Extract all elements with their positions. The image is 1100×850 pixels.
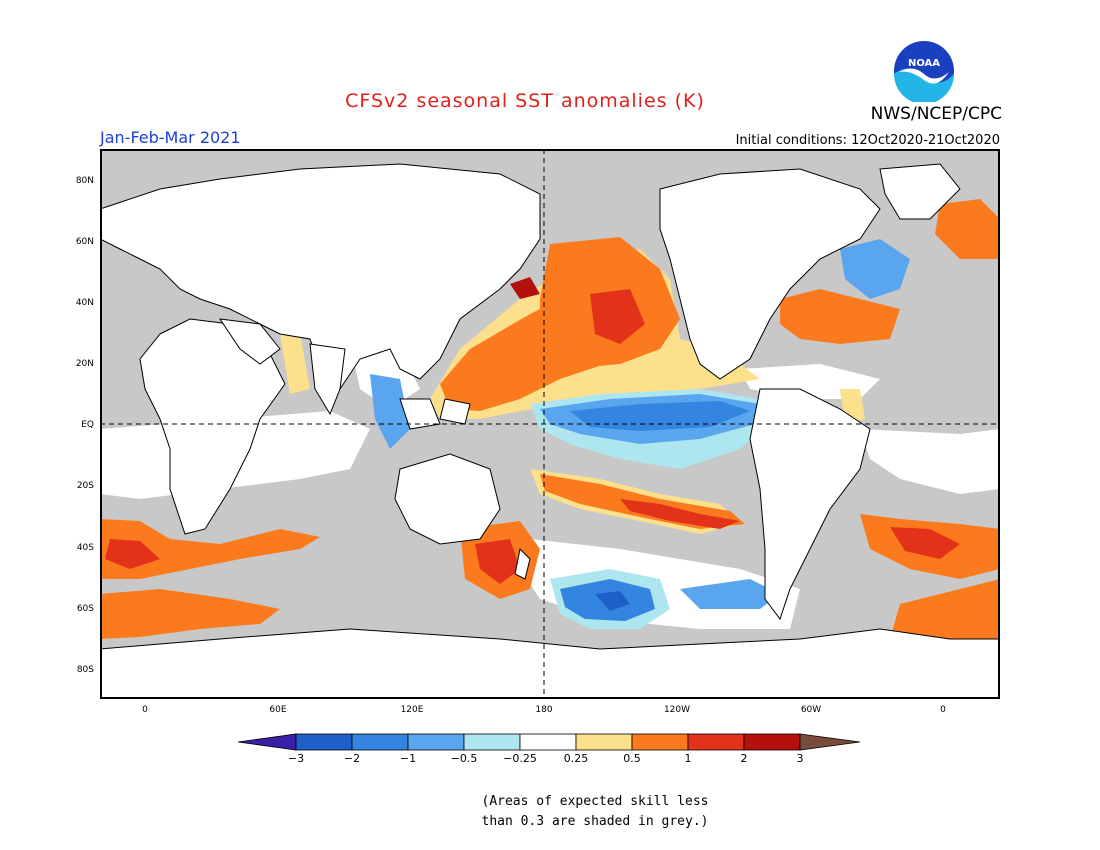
- colorbar-tick: −3: [287, 752, 305, 765]
- lon-label: 120W: [663, 705, 691, 715]
- cold-anomaly-regions: [160, 184, 910, 629]
- colorbar-tick: 2: [740, 752, 748, 765]
- sst-anomaly-map: [100, 149, 1000, 699]
- colorbar-tick: −0.25: [503, 752, 537, 765]
- colorbar: [238, 733, 861, 751]
- lat-label: 20S: [76, 481, 94, 491]
- skill-note-line: than 0.3 are shaded in grey.): [481, 814, 709, 829]
- forecast-period: Jan-Feb-Mar 2021: [100, 128, 241, 147]
- agency-label: NWS/NCEP/CPC: [870, 104, 1002, 124]
- lat-label: 80S: [76, 665, 94, 675]
- colorbar-arrow-high: [799, 733, 861, 751]
- lat-label: 20N: [75, 359, 94, 369]
- colorbar-tick: −2: [343, 752, 361, 765]
- colorbar-tick: 0.25: [563, 752, 589, 765]
- map-border: [100, 149, 1000, 699]
- lon-label: 0: [142, 705, 148, 715]
- colorbar-tick: 0.5: [623, 752, 641, 765]
- continents: [100, 163, 1000, 699]
- lat-label: 80N: [75, 176, 94, 186]
- map-title: CFSv2 seasonal SST anomalies (K): [345, 90, 705, 112]
- lat-label: 40S: [76, 543, 94, 553]
- lon-label: 180: [535, 705, 553, 715]
- colorbar-tick: −0.5: [450, 752, 478, 765]
- skill-note: (Areas of expected skill less than 0.3 a…: [0, 792, 1100, 832]
- skill-note-line: (Areas of expected skill less: [481, 794, 709, 809]
- lon-label: 0: [940, 705, 946, 715]
- initial-conditions: Initial conditions: 12Oct2020-21Oct2020: [735, 133, 1000, 148]
- lat-label: 40N: [75, 298, 94, 308]
- svg-text:NOAA: NOAA: [908, 58, 940, 69]
- colorbar-tick: −1: [399, 752, 417, 765]
- lat-label: EQ: [81, 420, 94, 430]
- colorbar-arrow-low: [238, 733, 297, 751]
- colorbar-tick: 3: [796, 752, 804, 765]
- lat-label: 60N: [75, 237, 94, 247]
- colorbar-tick: 1: [684, 752, 692, 765]
- lat-label: 60S: [76, 604, 94, 614]
- lon-label: 60W: [800, 705, 822, 715]
- noaa-logo: NOAA: [894, 41, 954, 102]
- lon-label: 60E: [269, 705, 287, 715]
- lon-label: 120E: [400, 705, 424, 715]
